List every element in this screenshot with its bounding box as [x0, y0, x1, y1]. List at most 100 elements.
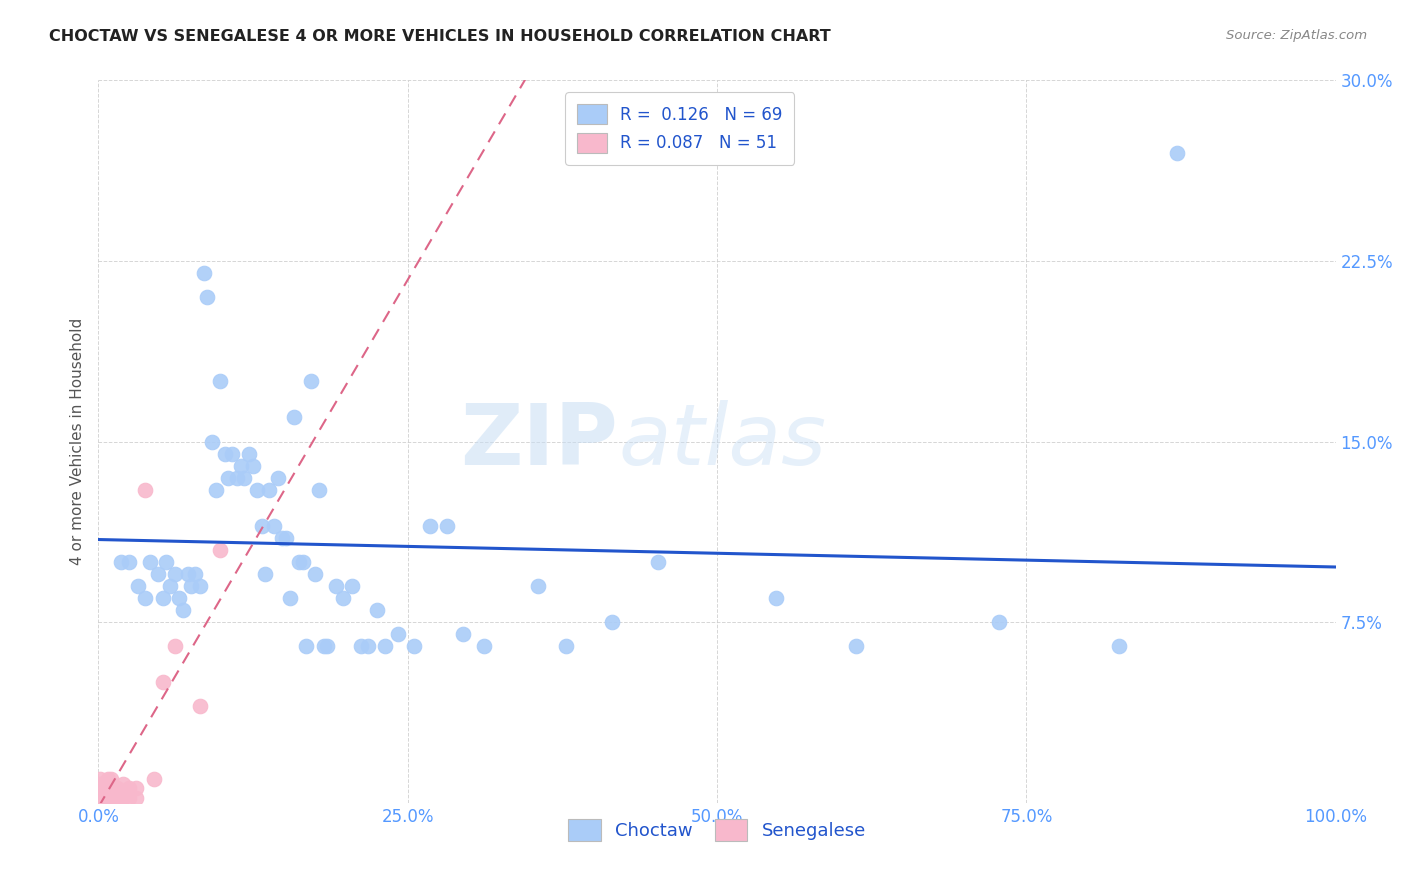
Point: [91, 781, 114, 796]
Point: [112, 776, 135, 790]
Point: [1166, 145, 1188, 160]
Point: [184, 567, 207, 582]
Point: [89, 791, 111, 805]
Point: [89, 772, 111, 786]
Point: [283, 410, 305, 425]
Point: [205, 483, 228, 497]
Point: [100, 772, 122, 786]
Point: [988, 615, 1011, 630]
Point: [229, 458, 252, 473]
Point: [276, 531, 298, 545]
Point: [110, 555, 132, 569]
Point: [165, 567, 187, 582]
Point: [250, 518, 273, 533]
Point: [89, 786, 111, 800]
Point: [214, 446, 236, 460]
Point: [1108, 639, 1130, 653]
Point: [97, 786, 120, 800]
Point: [134, 483, 156, 497]
Point: [91, 786, 114, 800]
Point: [89, 796, 111, 810]
Point: [201, 434, 224, 449]
Point: [267, 470, 290, 484]
Point: [159, 579, 181, 593]
Point: [295, 639, 318, 653]
Point: [357, 639, 380, 653]
Point: [105, 796, 128, 810]
Point: [152, 591, 174, 605]
Point: [100, 791, 122, 805]
Point: [118, 791, 141, 805]
Point: [233, 470, 256, 484]
Point: [308, 483, 330, 497]
Point: [263, 518, 285, 533]
Point: [105, 781, 128, 796]
Point: [647, 555, 669, 569]
Point: [93, 776, 115, 790]
Point: [312, 639, 335, 653]
Point: [90, 796, 112, 810]
Point: [291, 555, 314, 569]
Point: [93, 781, 115, 796]
Point: [374, 639, 396, 653]
Legend: Choctaw, Senegalese: Choctaw, Senegalese: [561, 812, 873, 848]
Point: [325, 579, 347, 593]
Text: Source: ZipAtlas.com: Source: ZipAtlas.com: [1226, 29, 1367, 42]
Point: [167, 591, 190, 605]
Point: [419, 518, 441, 533]
Point: [316, 639, 339, 653]
Point: [146, 567, 169, 582]
Point: [89, 791, 111, 805]
Point: [124, 791, 146, 805]
Point: [89, 796, 111, 810]
Point: [118, 781, 141, 796]
Point: [118, 555, 141, 569]
Point: [188, 579, 211, 593]
Point: [340, 579, 363, 593]
Point: [93, 796, 115, 810]
Point: [91, 796, 114, 810]
Text: atlas: atlas: [619, 400, 827, 483]
Point: [208, 374, 231, 388]
Y-axis label: 4 or more Vehicles in Household: 4 or more Vehicles in Household: [69, 318, 84, 566]
Point: [299, 374, 322, 388]
Point: [765, 591, 787, 605]
Point: [91, 776, 114, 790]
Point: [93, 786, 115, 800]
Point: [288, 555, 311, 569]
Point: [97, 772, 120, 786]
Point: [93, 791, 115, 805]
Point: [188, 699, 211, 714]
Point: [124, 781, 146, 796]
Point: [105, 791, 128, 805]
Point: [97, 791, 120, 805]
Point: [254, 567, 277, 582]
Point: [208, 542, 231, 557]
Point: [221, 446, 243, 460]
Point: [226, 470, 249, 484]
Point: [143, 772, 166, 786]
Point: [103, 786, 125, 800]
Point: [555, 639, 578, 653]
Point: [176, 567, 198, 582]
Point: [103, 796, 125, 810]
Text: ZIP: ZIP: [460, 400, 619, 483]
Point: [193, 266, 215, 280]
Point: [89, 781, 111, 796]
Point: [180, 579, 202, 593]
Point: [242, 458, 264, 473]
Point: [526, 579, 548, 593]
Point: [127, 579, 149, 593]
Point: [217, 470, 239, 484]
Point: [91, 796, 114, 810]
Point: [97, 796, 120, 810]
Point: [436, 518, 458, 533]
Point: [474, 639, 496, 653]
Point: [238, 446, 260, 460]
Point: [91, 791, 114, 805]
Point: [332, 591, 354, 605]
Point: [90, 791, 112, 805]
Point: [453, 627, 475, 641]
Point: [93, 796, 115, 810]
Point: [89, 776, 111, 790]
